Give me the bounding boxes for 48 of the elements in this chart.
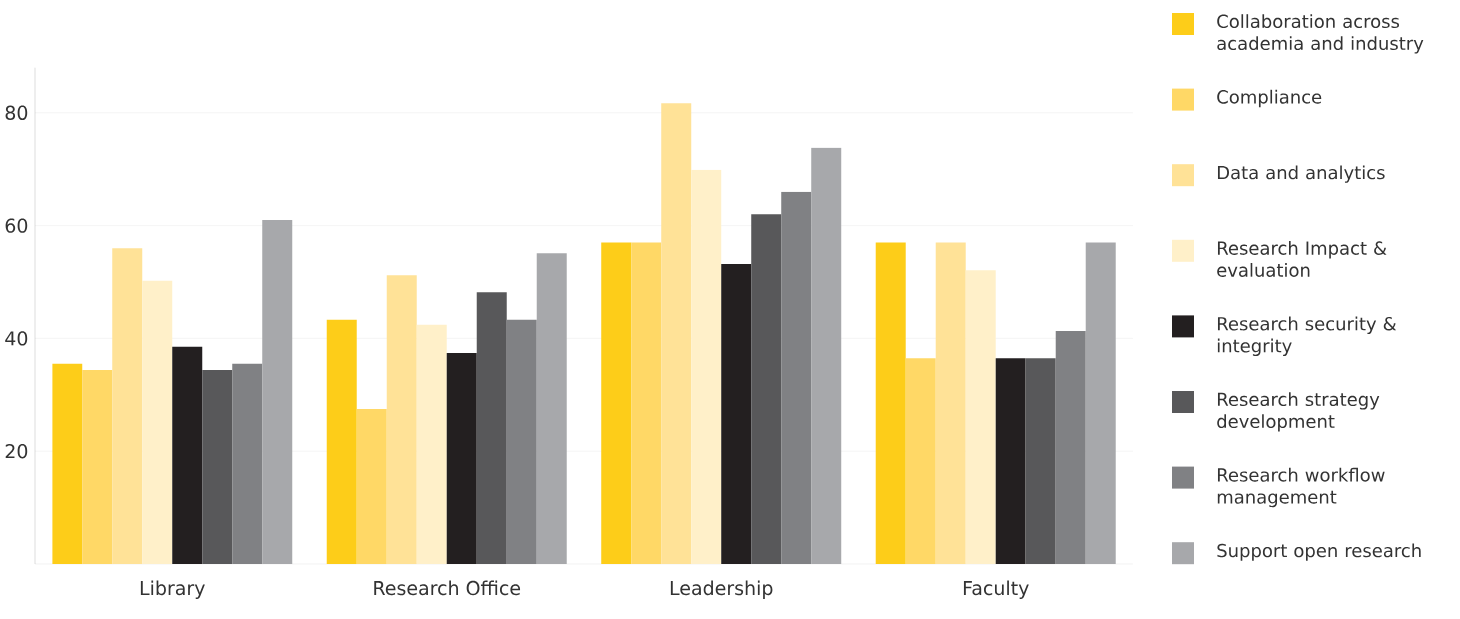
bar (82, 369, 113, 564)
bar (326, 319, 357, 564)
bar (202, 369, 233, 564)
bar (446, 353, 477, 564)
y-tick-label: 80 (5, 105, 28, 120)
bar (232, 363, 263, 564)
bar (112, 248, 143, 564)
legend-label: Data and analytics (1217, 165, 1385, 183)
legend-label: Research Impact & evaluation (1217, 241, 1387, 277)
bar (935, 242, 966, 564)
bar (476, 292, 507, 564)
legend-label: Research workflow management (1217, 467, 1385, 508)
bar (506, 319, 537, 564)
bar (905, 358, 936, 564)
bar (142, 280, 173, 564)
legend-label: Compliance (1217, 89, 1322, 108)
bar (691, 169, 722, 564)
bar (875, 242, 906, 564)
bar (601, 242, 632, 564)
x-tick-label: Faculty (963, 580, 1029, 599)
bar (811, 147, 842, 564)
bar (536, 253, 567, 564)
y-tick-label: 60 (5, 218, 28, 233)
legend-label: Research security & integrity (1217, 316, 1397, 357)
y-tick-label: 20 (5, 444, 28, 459)
bar (1085, 242, 1116, 564)
bar (52, 363, 83, 564)
x-tick-label: Leadership (670, 580, 773, 599)
bar (1055, 331, 1086, 564)
legend-label: Research strategy development (1217, 392, 1380, 432)
bar (631, 242, 662, 564)
legend-label: Support open research (1217, 543, 1421, 561)
bar (386, 275, 417, 564)
bar (751, 214, 782, 564)
bar (356, 408, 387, 564)
bar (661, 103, 692, 564)
bar (1025, 358, 1056, 564)
bar (416, 324, 447, 564)
bar (721, 263, 752, 564)
bar (995, 358, 1026, 564)
bar (965, 270, 996, 564)
bar (172, 346, 203, 564)
bar (262, 219, 293, 564)
y-tick-label: 40 (5, 331, 28, 346)
bar (781, 191, 812, 564)
x-tick-label: Library (140, 580, 205, 599)
x-tick-label: Research Office (374, 580, 521, 596)
legend-label: Collaboration across academia and industry (1217, 14, 1424, 54)
